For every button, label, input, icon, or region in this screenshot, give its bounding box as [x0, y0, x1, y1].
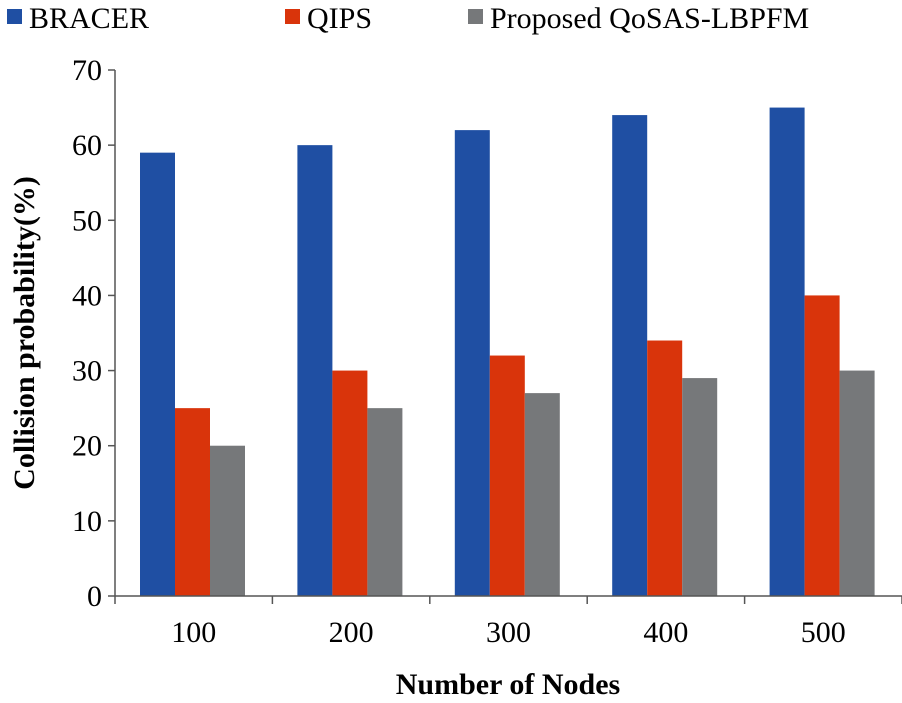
bars-group: [140, 107, 875, 597]
y-tick-label-0: 0: [87, 580, 102, 613]
y-tick-label-60: 60: [72, 129, 102, 162]
bar-bracer-400: [612, 115, 648, 596]
y-axis-title: Collision probability(%): [8, 176, 41, 490]
bar-qips-200: [332, 370, 368, 596]
bar-proposed-qosas-lbpfm-300: [524, 393, 560, 596]
legend-swatch-proposed: [468, 9, 483, 24]
y-tick-label-30: 30: [72, 355, 102, 388]
bar-qips-400: [647, 340, 683, 596]
x-tick-label-300: 300: [486, 616, 531, 649]
y-tick-label-70: 70: [72, 54, 102, 87]
legend: BRACER QIPS Proposed QoSAS-LBPFM: [7, 2, 809, 35]
legend-label-bracer: BRACER: [29, 2, 149, 35]
y-tick-label-10: 10: [72, 505, 102, 538]
x-tick-label-500: 500: [801, 616, 846, 649]
legend-swatch-bracer: [7, 9, 22, 24]
y-tick-label-50: 50: [72, 204, 102, 237]
x-tick-label-200: 200: [329, 616, 374, 649]
bar-proposed-qosas-lbpfm-400: [682, 378, 718, 596]
bar-proposed-qosas-lbpfm-100: [210, 445, 245, 596]
legend-label-qips: QIPS: [307, 2, 372, 35]
y-tick-label-20: 20: [72, 430, 102, 463]
x-tick-label-100: 100: [171, 616, 216, 649]
bar-qips-100: [175, 408, 210, 596]
bar-proposed-qosas-lbpfm-200: [367, 408, 403, 596]
axes-group: 0 10 20 30 40 50 60 70 100 200 300 400 500: [72, 54, 902, 649]
bar-bracer-100: [140, 152, 175, 596]
bar-bracer-500: [769, 107, 805, 597]
legend-label-proposed: Proposed QoSAS-LBPFM: [490, 2, 809, 35]
x-axis-title: Number of Nodes: [396, 668, 620, 701]
bar-qips-300: [489, 355, 525, 596]
bar-bracer-300: [454, 130, 490, 596]
legend-swatch-qips: [285, 9, 300, 24]
y-tick-label-40: 40: [72, 279, 102, 312]
bar-proposed-qosas-lbpfm-500: [839, 370, 875, 596]
bar-bracer-200: [297, 145, 333, 596]
bar-qips-500: [804, 295, 840, 596]
x-tick-label-400: 400: [643, 616, 688, 649]
